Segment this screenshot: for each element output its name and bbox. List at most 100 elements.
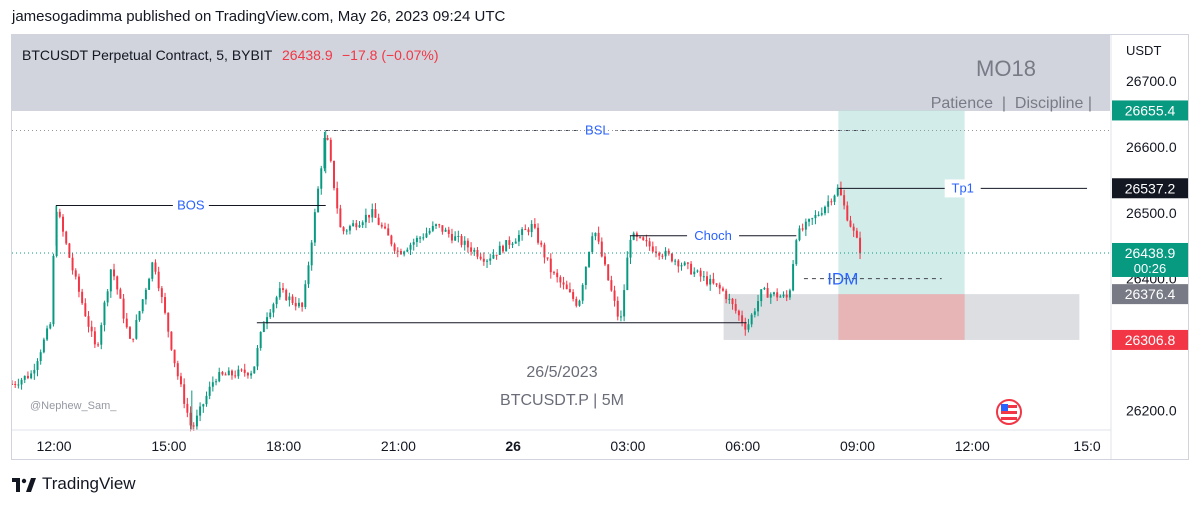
candle-body [167,312,170,332]
candles-layer [12,130,862,432]
candle-body [820,213,823,215]
candle-body [823,206,826,214]
candle-body [533,223,536,228]
candle-body [584,266,587,285]
candle-body [677,260,680,267]
candle-body [741,315,744,323]
candle-body [855,230,858,238]
choch-label: Choch [694,228,732,243]
candle-body [30,373,33,379]
candle-body [635,233,638,237]
candle-body [718,284,721,289]
candle-body [294,302,297,307]
candle-body [852,226,855,231]
candle-body [195,415,198,427]
candle-body [725,290,728,300]
candle-body [148,278,151,290]
candle-body [189,412,192,426]
candle-body [425,233,428,238]
time-axis[interactable]: 12:00 15:00 18:00 21:00 26 03:00 06:00 09:00 12:… [37,438,1101,454]
candle-body [843,195,846,206]
candle-body [77,276,80,292]
price-tick-label: 26500.0 [1126,205,1177,221]
price-badge [1112,242,1188,277]
candle-body [412,242,415,245]
candle-body [176,363,179,377]
candle-body [39,352,42,362]
candle-body [62,216,64,232]
candle-body [588,251,591,267]
candle-body [817,214,820,216]
candle-body [655,251,657,253]
idm-label: IDM [827,270,858,289]
time-tick-label: 15:00 [151,438,186,454]
candle-body [597,232,600,242]
candle-body [731,298,734,305]
price-badge-label: 26376.4 [1125,286,1176,302]
candle-body [230,370,233,376]
candle-body [125,318,128,328]
candle-body [387,228,390,236]
candle-body [693,271,696,275]
time-tick-label: 06:00 [725,438,760,454]
candle-body [320,168,323,189]
candle-body [537,227,540,243]
candle-body [74,270,77,277]
price-chart[interactable]: BSL BOS Choch Tp1 IDM BTCUSDT Perpetual Cont… [12,35,1188,459]
us-flag-icon[interactable] [996,399,1022,425]
candle-body [419,237,422,239]
candle-body [760,289,763,302]
last-price: 26438.9 [282,47,333,63]
candle-body [814,214,817,219]
candle-body [326,137,329,140]
tradingview-footer[interactable]: TradingView [12,474,136,494]
candle-body [623,290,626,317]
candle-body [208,386,211,396]
candle-body [106,291,109,303]
candle-body [747,324,750,330]
candle-body [808,219,811,222]
candle-body [371,209,374,218]
candle-body [65,231,68,244]
time-tick-label: 09:00 [840,438,875,454]
candle-body [463,240,466,245]
candle-body [626,257,629,291]
candle-countdown: 00:26 [1134,261,1167,276]
chart-frame[interactable]: BSL BOS Choch Tp1 IDM BTCUSDT Perpetual Cont… [11,34,1189,460]
candle-body [795,240,798,265]
candle-body [444,229,447,232]
candle-body [690,263,693,275]
candle-body [246,372,249,376]
candle-body [14,384,17,386]
candle-body [632,233,635,240]
candle-body [540,242,543,245]
candle-body [352,223,355,227]
candle-body [801,228,804,230]
candle-body [619,316,622,318]
candle-body [785,294,788,298]
price-axis-unit: USDT [1126,43,1161,58]
candle-body [272,304,275,313]
candle-body [709,278,712,285]
candle-body [859,237,862,254]
candle-body [648,241,651,247]
candle-body [164,297,167,313]
candle-body [604,256,606,265]
candle-body [179,376,182,385]
candle-body [313,212,316,243]
candle-body [33,369,36,374]
candle-body [511,243,514,245]
price-badge [1112,100,1188,121]
candle-body [87,316,90,327]
candle-body [591,236,594,252]
candle-body [578,300,581,306]
candle-body [342,227,345,232]
candle-body [68,243,71,258]
candle-body [262,323,265,332]
candle-body [482,258,485,262]
candle-body [317,188,320,213]
candle-body [613,290,616,301]
candle-body [744,322,747,330]
candle-body [250,373,253,376]
candle-body [23,375,26,380]
